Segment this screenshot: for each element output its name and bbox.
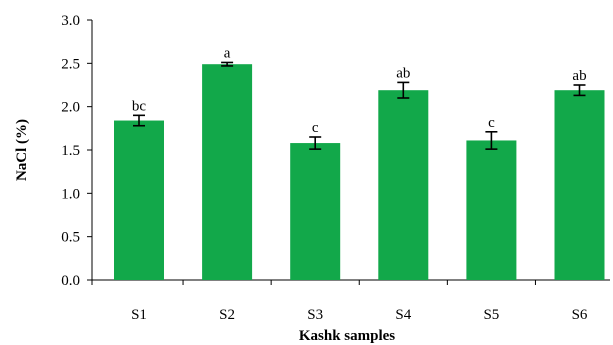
x-tick-label: S4: [395, 307, 411, 323]
significance-label: c: [488, 115, 495, 131]
x-tick-label: S2: [219, 307, 235, 323]
bar: [554, 90, 605, 280]
y-tick-label: 2.0: [61, 100, 80, 116]
bars-group: bc a c ab c ab: [114, 45, 605, 281]
y-tick-label: 2.5: [61, 56, 80, 72]
y-tick-label: 1.5: [61, 143, 80, 159]
y-tick-label: 0.0: [61, 273, 80, 289]
x-tick-label: S3: [307, 307, 323, 323]
x-tick-label: S6: [572, 307, 588, 323]
y-tick-label: 3.0: [61, 13, 80, 29]
significance-label: c: [312, 120, 319, 136]
bar: [378, 90, 429, 280]
significance-label: a: [224, 45, 231, 61]
y-axis-ticks: 0.0 0.5 1.0 1.5 2.0 2.5 3.0: [61, 13, 92, 289]
x-axis-ticks: S1 S2 S3 S4 S5 S6: [91, 280, 588, 323]
bar: [290, 143, 341, 280]
x-axis-title: Kashk samples: [299, 328, 395, 344]
significance-label: bc: [132, 98, 147, 114]
y-axis-title: NaCl (%): [14, 119, 30, 181]
x-tick-label: S5: [483, 307, 499, 323]
y-tick-label: 0.5: [61, 230, 80, 246]
significance-label: ab: [396, 65, 410, 81]
bar: [114, 120, 164, 281]
bar: [202, 64, 253, 280]
significance-label: ab: [572, 68, 586, 84]
y-tick-label: 1.0: [61, 186, 80, 202]
x-tick-label: S1: [131, 307, 147, 323]
bar: [466, 140, 517, 280]
